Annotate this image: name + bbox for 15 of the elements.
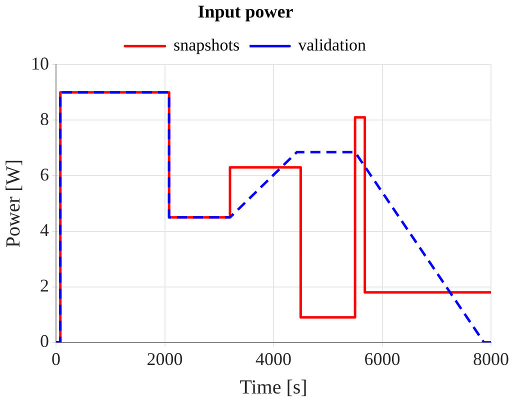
x-tick-label: 2000 [146, 348, 183, 369]
y-tick-label: 2 [40, 276, 49, 296]
x-tick-label: 4000 [256, 348, 292, 369]
x-tick-label: 6000 [364, 348, 400, 369]
y-tick-label: 4 [40, 220, 49, 240]
x-axis-title: Time [s] [240, 376, 308, 398]
legend-label: snapshots [173, 36, 240, 55]
chart-title: Input power [198, 1, 294, 22]
y-tick-label: 0 [40, 331, 49, 352]
y-tick-label: 6 [40, 164, 49, 184]
x-tick-label: 8000 [473, 348, 509, 369]
y-tick-label: 10 [31, 53, 49, 74]
legend-label: validation [298, 36, 367, 55]
y-axis-title: Power [W] [2, 159, 24, 248]
y-tick-label: 8 [40, 108, 49, 129]
